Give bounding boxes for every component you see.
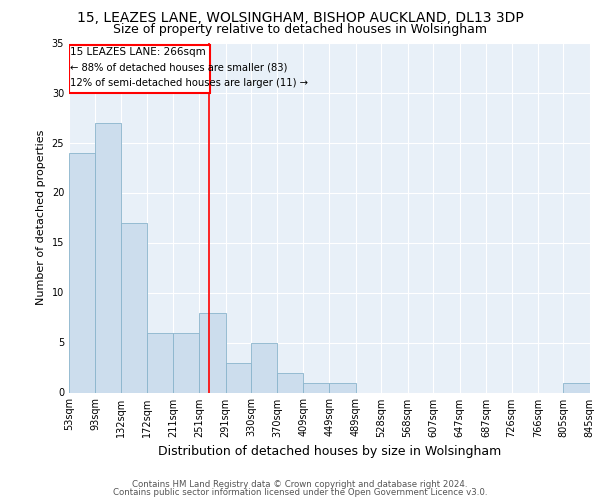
Text: Contains HM Land Registry data © Crown copyright and database right 2024.: Contains HM Land Registry data © Crown c… [132, 480, 468, 489]
Text: ← 88% of detached houses are smaller (83): ← 88% of detached houses are smaller (83… [70, 62, 287, 72]
Text: 15 LEAZES LANE: 266sqm: 15 LEAZES LANE: 266sqm [70, 47, 206, 57]
Bar [251, 342, 277, 392]
Bar [69, 152, 95, 392]
Text: 12% of semi-detached houses are larger (11) →: 12% of semi-detached houses are larger (… [70, 78, 308, 88]
Bar [303, 382, 329, 392]
Text: Contains public sector information licensed under the Open Government Licence v3: Contains public sector information licen… [113, 488, 487, 497]
Bar [95, 122, 121, 392]
X-axis label: Distribution of detached houses by size in Wolsingham: Distribution of detached houses by size … [158, 445, 501, 458]
Bar [563, 382, 590, 392]
Bar [226, 362, 251, 392]
Bar [121, 222, 147, 392]
Bar [199, 312, 226, 392]
Bar [329, 382, 356, 392]
Text: 15, LEAZES LANE, WOLSINGHAM, BISHOP AUCKLAND, DL13 3DP: 15, LEAZES LANE, WOLSINGHAM, BISHOP AUCK… [77, 12, 523, 26]
Bar [173, 332, 199, 392]
Bar [147, 332, 173, 392]
Text: Size of property relative to detached houses in Wolsingham: Size of property relative to detached ho… [113, 22, 487, 36]
Bar [277, 372, 303, 392]
FancyBboxPatch shape [69, 44, 211, 92]
Y-axis label: Number of detached properties: Number of detached properties [36, 130, 46, 305]
